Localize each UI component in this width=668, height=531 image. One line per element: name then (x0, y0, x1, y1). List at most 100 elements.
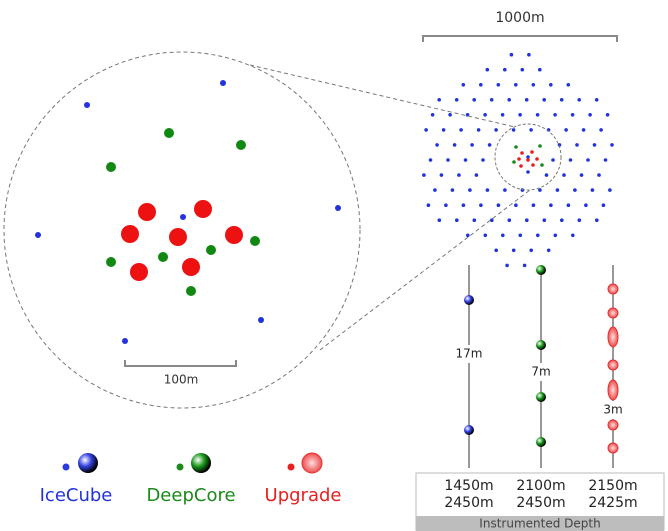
icecube-string (538, 67, 542, 72)
icecube-string (474, 173, 479, 177)
icecube-string (601, 203, 606, 207)
icecube-string (494, 248, 499, 253)
upgrade-string (535, 157, 539, 161)
icecube-string (518, 233, 523, 238)
icecube-string (599, 128, 603, 132)
icecube-string (564, 128, 568, 132)
legend-label: DeepCore (146, 485, 235, 506)
small-string (526, 155, 530, 159)
deepcore-string (164, 128, 174, 138)
icecube-string (489, 98, 494, 102)
icecube-string (180, 214, 186, 220)
upgrade-string (182, 258, 200, 276)
icecube-string (472, 218, 477, 222)
upgrade-sensor (607, 379, 619, 401)
icecube-string (588, 113, 592, 117)
icecube-string (559, 98, 564, 102)
depth-caption-bg (416, 516, 664, 531)
upgrade-sensor (607, 307, 619, 319)
icecube-string (483, 113, 487, 117)
icecube-string (525, 218, 529, 222)
icecube-string (577, 218, 582, 222)
icecube-string (84, 102, 90, 108)
icecube-string (544, 173, 549, 177)
icecube-string (507, 218, 512, 222)
icecube-string (485, 67, 490, 72)
legend-label: Upgrade (265, 485, 342, 506)
icecube-string (542, 218, 547, 222)
surface-array (422, 52, 614, 268)
icecube-string (566, 203, 571, 207)
legend-sphere (191, 453, 211, 473)
depth-top: 2100m (516, 478, 565, 494)
icecube-string (500, 113, 505, 117)
upgrade-sensor (607, 283, 619, 295)
icecube-string (479, 203, 483, 207)
depth-top: 1450m (444, 478, 493, 494)
icecube-string (560, 218, 564, 222)
icecube-string (571, 233, 575, 238)
icecube-string (573, 188, 577, 192)
icecube-string (258, 317, 264, 323)
deepcore-string (158, 252, 168, 262)
icecube-string (575, 143, 579, 147)
depth-top: 2150m (588, 478, 637, 494)
deepcore-sensor (536, 437, 546, 447)
icecube-string (538, 188, 542, 192)
icecube-string (584, 203, 588, 207)
upgrade-string (169, 228, 187, 246)
icecube-sensor (464, 295, 474, 305)
scale-label: 100m (164, 373, 199, 387)
upgrade-string (517, 157, 521, 161)
icecube-string (581, 128, 586, 132)
icecube-string (487, 143, 492, 147)
icecube-string (430, 113, 435, 117)
upgrade-string (519, 164, 523, 168)
icecube-string (470, 143, 474, 147)
icecube-string (549, 83, 553, 87)
icecube-string (549, 203, 553, 207)
upgrade-string (121, 225, 139, 243)
label-bg (455, 345, 483, 363)
icecube-string (468, 188, 472, 192)
small-string (538, 144, 542, 148)
icecube-sensor (464, 425, 474, 435)
deepcore-string (106, 257, 116, 267)
scale-bar (124, 360, 237, 367)
upgrade-string (526, 158, 530, 162)
icecube-string (505, 263, 509, 268)
depth-caption: Instrumented Depth (479, 517, 600, 531)
upgrade-string (531, 163, 535, 167)
zoom-source-circle (494, 123, 562, 191)
icecube-string (568, 158, 573, 162)
legend-sphere (78, 453, 98, 473)
sensors (464, 265, 619, 454)
spacing-label: 17m (456, 347, 483, 361)
icecube-string (592, 143, 597, 147)
depth-bottom: 2450m (516, 495, 565, 511)
upgrade-sensor (607, 359, 619, 371)
icecube-string (455, 218, 459, 222)
icecube-string (531, 83, 536, 87)
icecube-string (485, 188, 490, 192)
zoom-line (249, 64, 516, 128)
legend-dot (62, 463, 70, 471)
small-string (540, 163, 544, 167)
scale-bar (422, 35, 618, 42)
upgrade-string (194, 200, 212, 218)
icecube-string (490, 218, 494, 222)
icecube-string (461, 83, 466, 87)
icecube-string (452, 143, 457, 147)
icecube-string (463, 158, 468, 162)
icecube-string (422, 173, 426, 177)
icecube-string (514, 83, 518, 87)
icecube-string (335, 205, 341, 211)
icecube-string (605, 113, 610, 117)
spacing-label: 7m (531, 365, 550, 379)
icecube-string (437, 98, 442, 102)
icecube-string (586, 158, 590, 162)
zoom-circle (3, 51, 361, 409)
icecube-string (542, 98, 546, 102)
upgrade-string (520, 151, 524, 155)
icecube-string (476, 128, 481, 132)
